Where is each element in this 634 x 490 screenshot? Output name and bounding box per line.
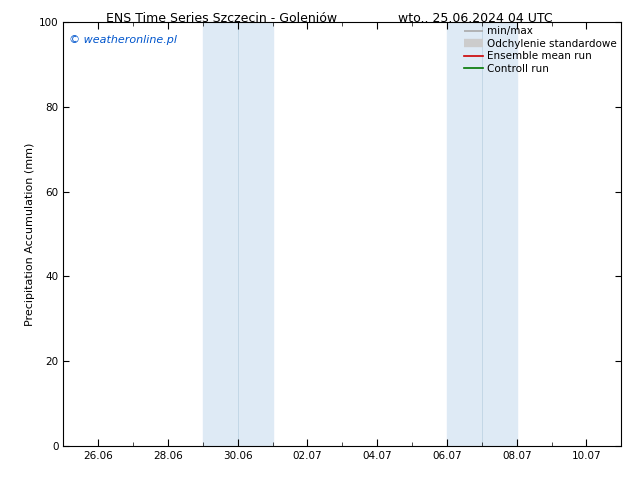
Bar bbox=[447, 22, 482, 446]
Text: © weatheronline.pl: © weatheronline.pl bbox=[69, 35, 177, 45]
Legend: min/max, Odchylenie standardowe, Ensemble mean run, Controll run: min/max, Odchylenie standardowe, Ensembl… bbox=[462, 24, 619, 76]
Text: wto.. 25.06.2024 04 UTC: wto.. 25.06.2024 04 UTC bbox=[398, 12, 553, 25]
Bar bbox=[238, 22, 273, 446]
Bar bbox=[203, 22, 238, 446]
Y-axis label: Precipitation Accumulation (mm): Precipitation Accumulation (mm) bbox=[25, 142, 35, 326]
Text: ENS Time Series Szczecin - Goleniów: ENS Time Series Szczecin - Goleniów bbox=[107, 12, 337, 25]
Bar bbox=[482, 22, 517, 446]
